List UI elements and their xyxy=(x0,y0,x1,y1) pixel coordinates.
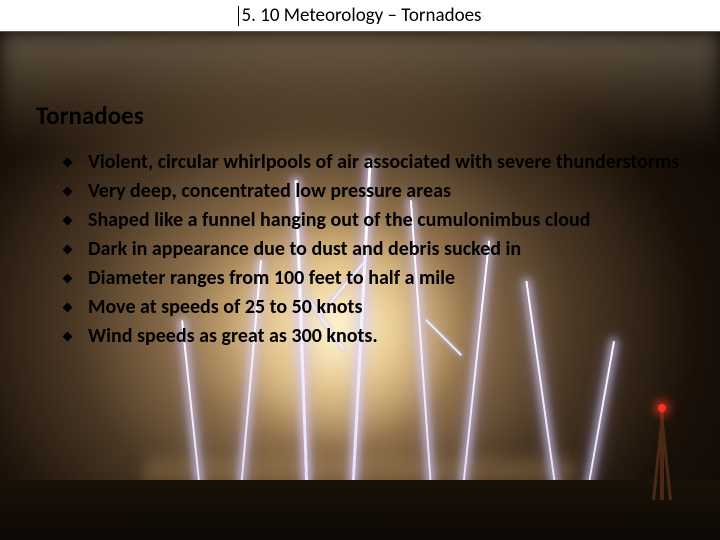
content-area: Tornadoes Violent, circular whirlpools o… xyxy=(38,100,700,352)
slide-title: 5. 10 Meteorology – Tornadoes xyxy=(241,4,481,27)
list-item: Shaped like a funnel hanging out of the … xyxy=(64,207,700,234)
ground-silhouette xyxy=(0,480,720,540)
list-item: Wind speeds as great as 300 knots. xyxy=(64,323,700,350)
cursor-mark-icon xyxy=(238,6,239,26)
list-item: Very deep, concentrated low pressure are… xyxy=(64,178,700,205)
radio-tower xyxy=(660,410,664,500)
bullet-list: Violent, circular whirlpools of air asso… xyxy=(38,149,700,350)
slide: 5. 10 Meteorology – Tornadoes Tornadoes … xyxy=(0,0,720,540)
list-item: Move at speeds of 25 to 50 knots xyxy=(64,294,700,321)
section-heading: Tornadoes xyxy=(36,100,700,131)
list-item: Dark in appearance due to dust and debri… xyxy=(64,236,700,263)
tower-beacon-light xyxy=(658,404,666,412)
list-item: Violent, circular whirlpools of air asso… xyxy=(64,149,700,176)
title-bar: 5. 10 Meteorology – Tornadoes xyxy=(0,0,720,32)
list-item: Diameter ranges from 100 feet to half a … xyxy=(64,265,700,292)
